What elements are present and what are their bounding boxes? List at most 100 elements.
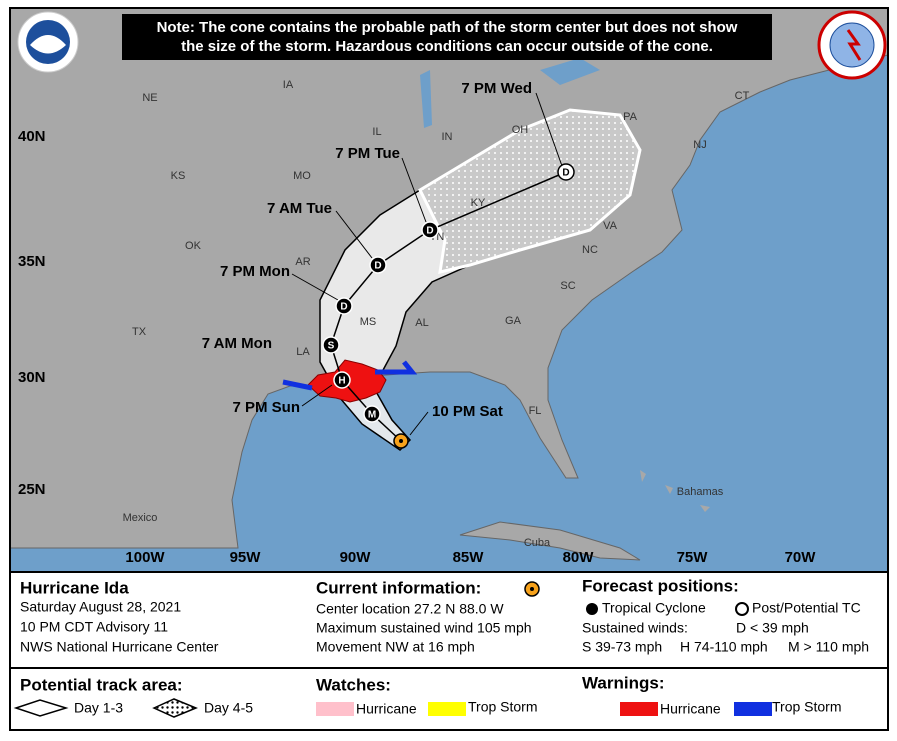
place-label: SC	[560, 280, 575, 292]
forecast-time: 7 PM Tue	[335, 145, 400, 162]
forecast-time: 7 PM Sun	[232, 399, 300, 416]
latitude-label: 30N	[18, 369, 46, 386]
day13-icon	[13, 699, 69, 717]
place-label: Mexico	[123, 512, 158, 524]
marker-letter: S	[328, 341, 335, 352]
forecast-title: Forecast positions:	[582, 576, 739, 595]
marker-letter: D	[374, 261, 381, 272]
storm-date: Saturday August 28, 2021	[20, 599, 181, 615]
place-label: Cuba	[524, 537, 551, 549]
tropical-storm-warning	[282, 360, 418, 391]
place-label: OK	[185, 240, 202, 252]
place-label: LA	[296, 346, 310, 358]
forecast-time: 7 PM Wed	[461, 80, 532, 97]
leader-line	[409, 411, 429, 436]
day45-icon	[152, 698, 198, 718]
leader-line	[401, 157, 427, 223]
place-label: IA	[283, 79, 294, 91]
day45: Day 4-5	[204, 700, 253, 716]
forecast-marker	[369, 256, 387, 274]
forecast-time: 7 AM Mon	[202, 335, 272, 352]
forecast-time: 10 PM Sat	[432, 403, 503, 420]
leader-line	[535, 92, 563, 167]
forecast-marker	[557, 163, 575, 181]
place-label: NC	[582, 244, 598, 256]
center-location: Center location 27.2 N 88.0 W	[316, 601, 504, 617]
marker-letter: D	[562, 168, 569, 179]
winds-title: Sustained winds:	[582, 620, 688, 636]
bahamas	[640, 470, 710, 512]
wind-s: S 39-73 mph	[582, 639, 662, 655]
storm-watch: Trop Storm	[468, 699, 538, 715]
current-icon-dot	[530, 587, 534, 591]
forecast-marker	[363, 405, 381, 423]
storm-warning-swatch	[734, 702, 772, 716]
place-label: MS	[360, 316, 377, 328]
longitude-label: 70W	[785, 549, 817, 566]
marker-letter: H	[338, 376, 345, 387]
watches-title: Watches:	[316, 675, 391, 694]
longitude-label: 100W	[125, 549, 165, 566]
place-label: NJ	[693, 139, 706, 151]
storm-watch-swatch	[428, 702, 466, 716]
note: the size of the storm. Hazardous conditi…	[181, 38, 713, 55]
leader-line	[291, 273, 339, 301]
forecast-marker	[421, 221, 439, 239]
note: Note: The cone contains the probable pat…	[157, 19, 738, 36]
post-icon	[735, 602, 749, 616]
forecast-marker	[322, 336, 340, 354]
marker-letter: D	[340, 302, 347, 313]
hurricane-warning-label: Hurricane	[660, 701, 721, 717]
forecast-marker	[333, 371, 351, 389]
place-label: OH	[512, 124, 529, 136]
current-title: Current information:	[316, 578, 481, 597]
place-label: Bahamas	[677, 486, 724, 498]
latitude-label: 40N	[18, 128, 46, 145]
max-wind: Maximum sustained wind 105 mph	[316, 620, 532, 636]
movement: Movement NW at 16 mph	[316, 639, 475, 655]
hurricane-watch: Hurricane	[356, 701, 417, 717]
noaa-logo	[17, 11, 79, 73]
place-label: AR	[295, 256, 310, 268]
day13: Day 1-3	[74, 700, 123, 716]
frame	[9, 7, 889, 731]
leader-line	[301, 384, 333, 407]
place-label: MO	[293, 170, 311, 182]
forecast-time: 7 AM Tue	[267, 200, 332, 217]
place-label: FL	[529, 405, 542, 417]
place-label: IN	[442, 131, 453, 143]
nws-logo	[817, 10, 887, 80]
place-label: TX	[132, 326, 147, 338]
longitude-label: 75W	[677, 549, 709, 566]
longitude-label: 90W	[340, 549, 372, 566]
track-area-title: Potential track area:	[20, 675, 183, 694]
wind-m: M > 110 mph	[788, 639, 869, 655]
place-label: PA	[623, 111, 638, 123]
storm-name: Hurricane Ida	[20, 578, 129, 597]
forecast-time: 7 PM Mon	[220, 263, 290, 280]
marker-letter: M	[368, 410, 376, 421]
longitude-label: 95W	[230, 549, 262, 566]
leader-line	[335, 210, 373, 259]
hurricane-watch-swatch	[316, 702, 354, 716]
marker-letter: D	[426, 226, 433, 237]
post-tc: Post/Potential TC	[752, 600, 861, 616]
place-label: GA	[505, 315, 522, 327]
wind-h: H 74-110 mph	[680, 639, 768, 655]
longitude-label: 85W	[453, 549, 485, 566]
tc-icon	[586, 603, 598, 615]
longitude-label: 80W	[563, 549, 595, 566]
place-label: VA	[603, 220, 618, 232]
cone-day-4-5	[418, 108, 642, 274]
land	[9, 7, 889, 549]
storm-warning-label: Trop Storm	[772, 699, 842, 715]
place-label: CT	[735, 90, 750, 102]
place-label: NE	[142, 92, 157, 104]
place-label: KY	[471, 197, 486, 209]
tropical-cyclone: Tropical Cyclone	[602, 600, 706, 616]
hurricane-warning-swatch	[620, 702, 658, 716]
lake	[420, 58, 600, 128]
latitude-label: 35N	[18, 253, 46, 270]
place-label: KS	[171, 170, 186, 182]
